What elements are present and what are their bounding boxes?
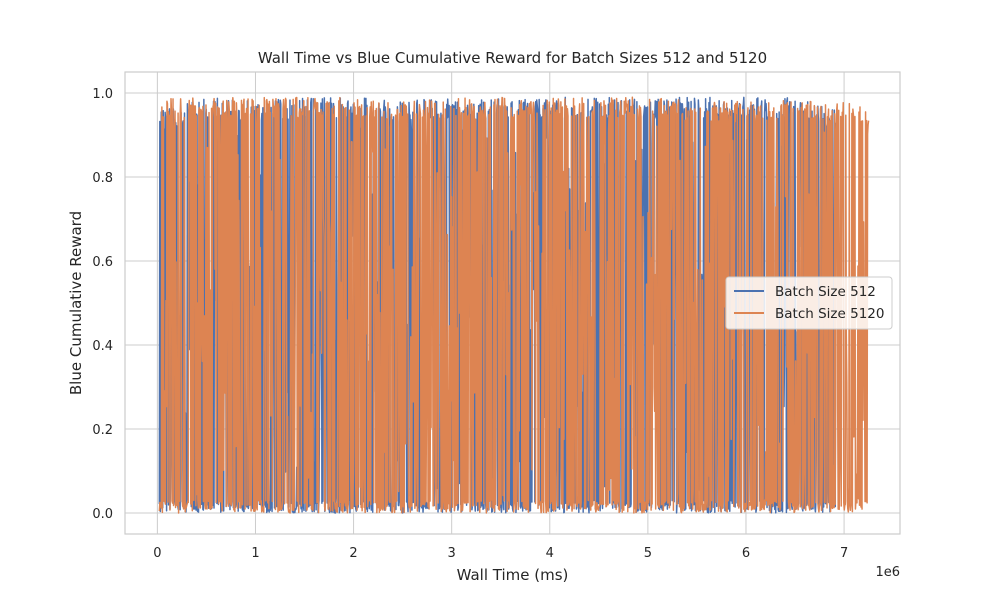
y-tick-label: 0.2	[92, 423, 113, 438]
y-tick-label: 0.8	[92, 171, 113, 186]
series-line-batch-5120	[158, 96, 870, 514]
x-tick-label: 1	[251, 546, 259, 561]
legend: Batch Size 512 Batch Size 5120	[725, 276, 893, 330]
x-tick-label: 7	[840, 546, 848, 561]
x-tick-label: 3	[448, 546, 456, 561]
x-axis-label: Wall Time (ms)	[457, 566, 569, 584]
x-tick-label: 0	[153, 546, 161, 561]
y-tick-label: 0.4	[92, 339, 113, 354]
chart-title: Wall Time vs Blue Cumulative Reward for …	[258, 49, 767, 67]
y-tick-label: 0.6	[92, 255, 113, 270]
tick-labels: 0 1 2 3 4 5 6 7 0.0 0.2 0.4 0.6 0.8 1.0	[92, 87, 848, 561]
y-axis-label: Blue Cumulative Reward	[67, 211, 85, 395]
y-tick-label: 0.0	[92, 507, 113, 522]
x-tick-label: 5	[644, 546, 652, 561]
plot-frame	[124, 71, 901, 535]
legend-label-batch-512: Batch Size 512	[775, 284, 876, 300]
x-axis-offset-text: 1e6	[875, 565, 900, 580]
legend-box	[725, 276, 893, 330]
x-tick-label: 4	[546, 546, 554, 561]
x-tick-label: 2	[349, 546, 357, 561]
series-layer	[158, 96, 870, 514]
y-tick-label: 1.0	[92, 87, 113, 102]
legend-label-batch-5120: Batch Size 5120	[775, 306, 884, 322]
x-tick-label: 6	[742, 546, 750, 561]
